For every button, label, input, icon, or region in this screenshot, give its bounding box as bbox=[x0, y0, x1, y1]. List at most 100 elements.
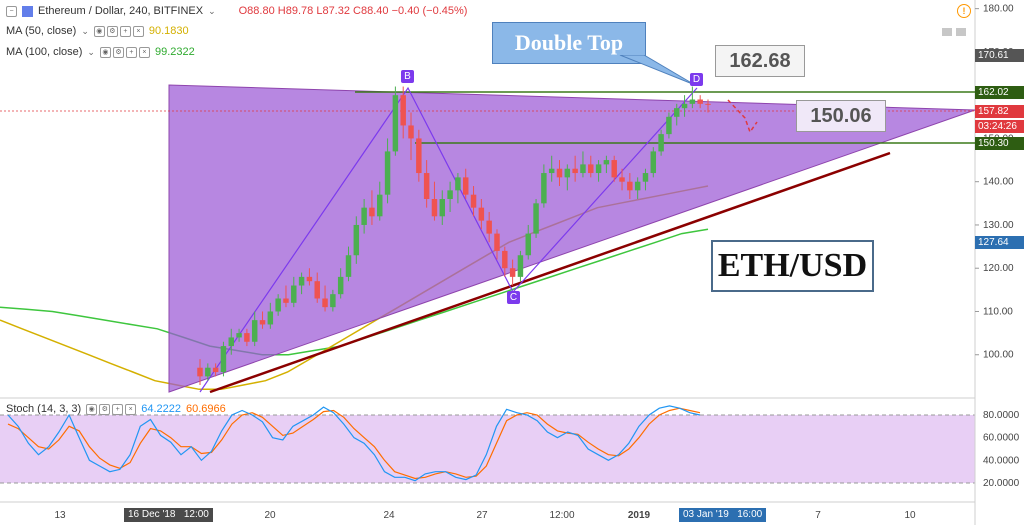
eye-icon[interactable]: ◉ bbox=[93, 25, 105, 37]
ohlc-values: O88.80 H89.78 L87.32 C88.40 −0.40 (−0.45… bbox=[239, 5, 468, 17]
symbol-label[interactable]: Ethereum / Dollar, 240, BITFINEX bbox=[38, 5, 204, 17]
candle-body bbox=[697, 99, 703, 104]
candle-body bbox=[244, 333, 250, 342]
point-d-label: D bbox=[690, 73, 703, 86]
candle-body bbox=[439, 199, 446, 217]
target-price-callout: 150.06 bbox=[796, 100, 886, 132]
gear-icon[interactable]: ⚙ bbox=[106, 25, 118, 37]
candle-body bbox=[384, 151, 391, 195]
candle-body bbox=[212, 367, 219, 373]
close-icon[interactable]: × bbox=[138, 46, 150, 58]
stoch-tick-label: 60.0000 bbox=[983, 433, 1020, 444]
chevron-down-icon[interactable]: ⌄ bbox=[87, 46, 95, 57]
candle-body bbox=[197, 367, 203, 377]
stoch-k-value: 64.2222 bbox=[141, 403, 181, 415]
stoch-tick-label: 40.0000 bbox=[983, 455, 1020, 466]
candle-body bbox=[533, 203, 539, 234]
price-tick-label: 130.00 bbox=[983, 220, 1014, 231]
candle-body bbox=[548, 168, 555, 174]
double-top-pointer bbox=[619, 55, 696, 86]
chevron-down-icon[interactable]: ⌄ bbox=[81, 25, 89, 36]
ma100-value: 99.2322 bbox=[154, 46, 195, 58]
time-label: 16:00 bbox=[737, 509, 763, 520]
price-tick-label: 110.00 bbox=[983, 306, 1013, 317]
collapse-icon[interactable]: − bbox=[6, 5, 17, 17]
candle-countdown: 03:24:26 bbox=[975, 120, 1024, 133]
candle-body bbox=[353, 224, 360, 256]
candle-body bbox=[251, 320, 258, 342]
candle-body bbox=[314, 281, 320, 299]
candle-body bbox=[416, 138, 422, 174]
ma50-legend: MA (50, close) ⌄ ◉ ⚙ + × 90.1830 bbox=[6, 25, 189, 37]
scale-down-icon[interactable] bbox=[942, 28, 952, 36]
candle-body bbox=[345, 255, 352, 277]
grid bbox=[0, 0, 976, 525]
double-top-callout: Double Top bbox=[492, 22, 646, 64]
candle-body bbox=[369, 207, 375, 217]
candle-body bbox=[361, 207, 367, 225]
stoch-label[interactable]: Stoch (14, 3, 3) bbox=[6, 403, 82, 415]
candle-body bbox=[603, 160, 610, 165]
price-tag-high: 170.61 bbox=[975, 49, 1024, 62]
price-tick-label: 140.00 bbox=[983, 177, 1014, 188]
candle-body bbox=[580, 164, 586, 174]
ascending-triangle-pattern bbox=[168, 84, 976, 393]
ethereum-icon bbox=[22, 5, 33, 17]
candle-body bbox=[330, 294, 336, 308]
candle-body bbox=[228, 337, 234, 347]
gear-icon[interactable]: ⚙ bbox=[99, 403, 111, 415]
candle-body bbox=[486, 220, 492, 234]
close-icon[interactable]: × bbox=[132, 25, 144, 37]
candle-body bbox=[306, 276, 313, 282]
candle-body bbox=[259, 320, 266, 325]
candle-body bbox=[689, 99, 696, 104]
candle-body bbox=[564, 168, 571, 178]
point-c-label: C bbox=[507, 291, 520, 304]
ma50-label[interactable]: MA (50, close) bbox=[6, 25, 77, 37]
stoch-k-line bbox=[7, 405, 701, 482]
eye-icon[interactable]: ◉ bbox=[99, 46, 111, 58]
candle-body bbox=[494, 233, 500, 251]
time-tick-label: 2019 bbox=[628, 510, 651, 521]
time-tick-label: 20 bbox=[264, 510, 276, 521]
candle-body bbox=[478, 207, 485, 221]
candle-body bbox=[627, 181, 633, 191]
add-icon[interactable]: + bbox=[125, 46, 137, 58]
candle-body bbox=[298, 276, 305, 286]
candle-body bbox=[447, 190, 453, 199]
pair-label: ETH/USD bbox=[711, 240, 874, 292]
add-icon[interactable]: + bbox=[119, 25, 131, 37]
stoch-d-line bbox=[7, 407, 701, 480]
candle-body bbox=[525, 233, 531, 256]
eye-icon[interactable]: ◉ bbox=[86, 403, 98, 415]
symbol-legend: − Ethereum / Dollar, 240, BITFINEX ⌄ O88… bbox=[6, 5, 467, 17]
candle-body bbox=[462, 177, 469, 195]
candle-body bbox=[322, 298, 328, 308]
candle-body bbox=[572, 168, 578, 174]
indicator-controls: ◉ ⚙ + × bbox=[93, 25, 144, 37]
indicator-controls: ◉ ⚙ + × bbox=[86, 403, 137, 415]
candle-body bbox=[275, 298, 281, 312]
gear-icon[interactable]: ⚙ bbox=[112, 46, 124, 58]
candle-body bbox=[509, 268, 516, 277]
candle-body bbox=[674, 108, 680, 117]
add-icon[interactable]: + bbox=[112, 403, 124, 415]
close-icon[interactable]: × bbox=[125, 403, 137, 415]
time-cursor-end: 03 Jan '19 16:00 bbox=[679, 508, 767, 522]
date-label: 03 Jan '19 bbox=[683, 509, 729, 520]
candle-body bbox=[502, 250, 508, 269]
candle-body bbox=[541, 173, 547, 204]
candle-body bbox=[337, 276, 344, 295]
time-label: 12:00 bbox=[183, 509, 209, 520]
candle-body bbox=[423, 173, 430, 199]
open-value: O88.80 bbox=[238, 5, 275, 17]
price-tick-label: 120.00 bbox=[983, 263, 1014, 274]
ma100-label[interactable]: MA (100, close) bbox=[6, 46, 83, 58]
menu-icon[interactable] bbox=[956, 28, 966, 36]
chevron-down-icon[interactable]: ⌄ bbox=[208, 5, 216, 16]
alert-icon[interactable]: ! bbox=[957, 4, 971, 18]
time-tick-label: 10 bbox=[904, 510, 916, 521]
close-value: C88.40 bbox=[353, 5, 389, 17]
candle-body bbox=[267, 311, 274, 325]
